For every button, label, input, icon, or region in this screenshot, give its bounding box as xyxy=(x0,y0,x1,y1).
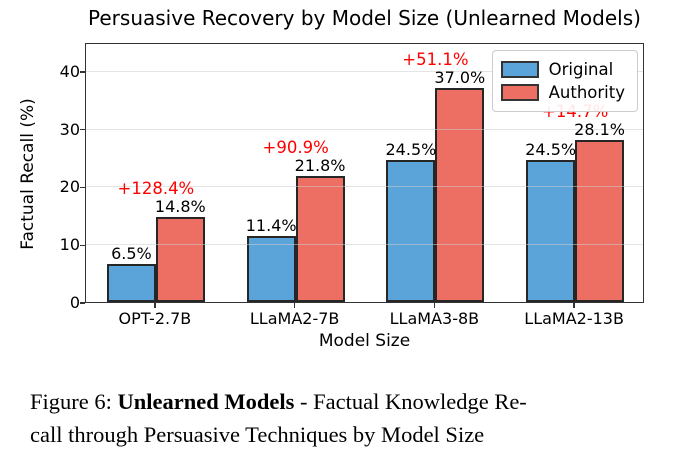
legend-swatch-original xyxy=(500,61,539,78)
y-tick-label-30: 30 xyxy=(59,119,80,139)
gridline-40 xyxy=(86,70,643,72)
bar-original-llama3-8b xyxy=(386,160,436,302)
y-tick-label-0: 0 xyxy=(69,293,80,312)
legend-swatch-authority xyxy=(500,84,539,101)
x-tick-label-llama2-13b: LLaMA2-13B xyxy=(524,309,624,328)
caption-line2: call through Persuasive Techniques by Mo… xyxy=(30,422,485,447)
x-tick-label-llama2-7b: LLaMA2-7B xyxy=(249,309,340,328)
value-label-original-llama2-13b: 24.5% xyxy=(525,140,577,160)
figure-caption: Figure 6: Unlearned Models - Factual Kno… xyxy=(30,385,675,451)
value-label-original-opt-2-7b: 6.5% xyxy=(111,244,152,264)
x-tick-mark-llama3-8b xyxy=(433,303,436,308)
legend-label-original: Original xyxy=(548,59,614,79)
value-label-authority-llama2-7b: 21.8% xyxy=(294,156,346,176)
x-tick-mark-opt-2-7b xyxy=(154,303,156,308)
x-axis-title: Model Size xyxy=(318,331,411,351)
annotation-llama2-7b: +90.9% xyxy=(262,138,329,158)
x-tick-label-opt-2-7b: OPT-2.7B xyxy=(118,309,192,328)
gridline-30 xyxy=(86,128,643,130)
chart-title: Persuasive Recovery by Model Size (Unlea… xyxy=(88,6,641,30)
bar-authority-llama2-7b xyxy=(295,176,345,302)
y-tick-label-10: 10 xyxy=(59,235,80,255)
bar-authority-llama2-13b xyxy=(575,139,625,302)
value-label-original-llama3-8b: 24.5% xyxy=(385,140,437,160)
gridline-10 xyxy=(86,244,643,246)
bar-authority-llama3-8b xyxy=(435,88,485,302)
caption-prefix: Figure 6: xyxy=(30,389,118,414)
y-tick-mark-40 xyxy=(80,71,85,73)
annotation-llama3-8b: +51.1% xyxy=(402,50,469,70)
y-tick-label-20: 20 xyxy=(59,177,80,197)
value-label-authority-llama3-8b: 37.0% xyxy=(434,68,486,88)
y-tick-mark-30 xyxy=(80,128,85,131)
y-tick-label-40: 40 xyxy=(59,61,80,81)
y-tick-mark-10 xyxy=(80,244,85,246)
bar-original-llama2-7b xyxy=(246,236,296,302)
value-label-authority-llama2-13b: 28.1% xyxy=(574,119,625,139)
y-tick-mark-0 xyxy=(80,302,85,304)
value-label-original-llama2-7b: 11.4% xyxy=(245,216,297,236)
y-tick-mark-20 xyxy=(80,186,85,189)
plot-area: 6.5% 14.8% +128.4% 11.4% 21.8% +90.9% 24.5% 37.… xyxy=(85,43,644,303)
bar-authority-opt-2-7b xyxy=(155,216,205,302)
x-tick-label-llama3-8b: LLaMA3-8B xyxy=(389,309,480,328)
value-label-authority-opt-2-7b: 14.8% xyxy=(154,196,206,216)
legend-item-authority: Authority xyxy=(500,81,625,104)
bar-original-opt-2-7b xyxy=(106,264,156,302)
x-tick-mark-llama2-13b xyxy=(573,303,575,308)
legend-item-original: Original xyxy=(500,58,625,81)
gridline-20 xyxy=(86,186,643,188)
caption-rest: - Factual Knowledge Re- xyxy=(294,389,527,414)
chart-legend: Original Authority xyxy=(491,50,638,112)
annotation-opt-2-7b: +128.4% xyxy=(117,178,195,198)
caption-bold: Unlearned Models xyxy=(117,389,295,414)
x-tick-mark-llama2-7b xyxy=(293,303,296,308)
legend-label-authority: Authority xyxy=(548,82,625,102)
bar-original-llama2-13b xyxy=(526,160,576,302)
